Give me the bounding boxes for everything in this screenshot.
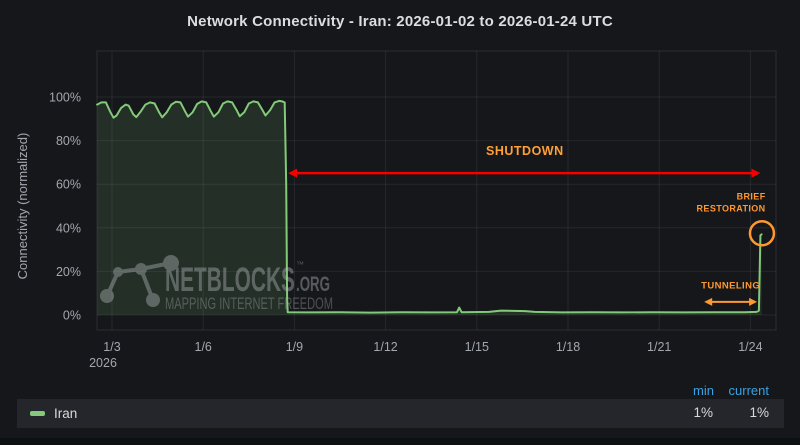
watermark-logo-node [113,267,123,277]
tunneling-label: TUNNELING [701,280,760,291]
connectivity-chart[interactable]: NETBLOCKS .ORG ™ MAPPING INTERNET FREEDOM SH… [0,0,800,375]
legend-value-current: 1% [749,405,769,420]
iran-series-line [96,99,763,314]
watermark-logo-edge [140,261,172,271]
y-axis-tick-label: 20% [56,265,81,279]
x-axis-tick-label: 1/6 [195,340,212,354]
y-axis-tick-label: 100% [49,91,81,105]
tunneling-arrow-head-left [704,297,713,306]
watermark-tld: .ORG [296,273,330,296]
window-bottom-edge [0,438,800,445]
x-axis-tick-label: 1/18 [556,340,580,354]
x-axis-tick-label: 1/24 [738,340,762,354]
watermark-logo-edge [117,267,142,274]
y-axis-tick-label: 60% [56,178,81,192]
legend-header-current[interactable]: current [728,383,769,398]
legend-row-iran[interactable]: Iran 1% 1% [17,399,784,428]
shutdown-label: SHUTDOWN [486,144,564,158]
series-swatch-iran [30,411,45,416]
watermark-name: NETBLOCKS [165,261,295,299]
y-axis-tick-label: 40% [56,221,81,235]
x-axis-tick-label: 1/3 [103,340,120,354]
x-axis-tick-label: 1/21 [647,340,671,354]
brief-restoration-circle [748,220,776,247]
x-axis-tick-label: 1/15 [465,340,489,354]
brief-restoration-label-line2: RESTORATION [697,203,766,213]
watermark-logo-node [146,293,160,307]
watermark-logo-edge [139,268,155,301]
watermark-logo-node [135,263,147,275]
plot-border [96,50,777,331]
watermark-tagline: MAPPING INTERNET FREEDOM [165,295,333,313]
iran-series-area [97,100,762,316]
x-axis-tick-label: 1/12 [373,340,397,354]
series-label-iran[interactable]: Iran [54,406,78,421]
y-axis-tick-label: 80% [56,134,81,148]
x-axis-year-label: 2026 [89,356,117,370]
legend-header-min[interactable]: min [693,383,714,398]
brief-restoration-label-line1: BRIEF [737,191,766,201]
watermark-logo-node [163,255,179,271]
shutdown-arrow-head-left [288,168,298,178]
netblocks-watermark: NETBLOCKS .ORG ™ MAPPING INTERNET FREEDOM [100,255,333,313]
panel-title: Network Connectivity - Iran: 2026-01-02 … [187,13,613,30]
watermark-logo-edge [105,271,120,297]
shutdown-arrow-head-right [751,168,761,178]
watermark-tm: ™ [296,260,304,269]
y-axis-title: Connectivity (normalized) [15,133,30,280]
legend-value-min: 1% [693,405,713,420]
tunneling-arrow-head-right [749,297,758,306]
y-axis-tick-label: 0% [63,309,81,323]
x-axis-tick-label: 1/9 [286,340,303,354]
watermark-logo-node [100,289,114,303]
